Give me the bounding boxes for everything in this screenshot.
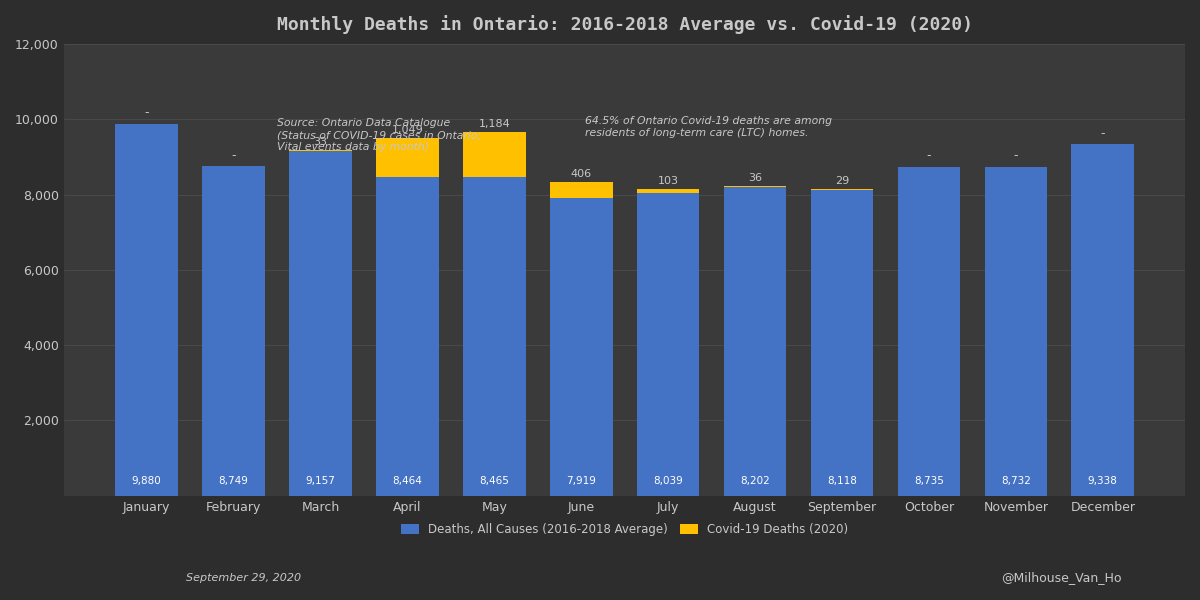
Bar (1072, 144, 1134, 496)
Text: 9,157: 9,157 (306, 476, 336, 487)
Text: 9,880: 9,880 (132, 476, 162, 487)
Bar (203, 166, 265, 496)
Bar (550, 197, 612, 496)
Text: 33: 33 (313, 137, 328, 146)
Text: -: - (926, 149, 931, 163)
Text: 406: 406 (571, 169, 592, 179)
Bar (289, 149, 352, 151)
Bar (550, 182, 612, 197)
Text: 8,464: 8,464 (392, 476, 422, 487)
Bar (811, 190, 874, 496)
Text: 1,049: 1,049 (391, 125, 424, 134)
Text: -: - (1014, 149, 1018, 163)
Text: Source: Ontario Data Catalogue
(Status of COVID-19 cases in Ontario;
Vital event: Source: Ontario Data Catalogue (Status o… (277, 118, 481, 152)
Text: -: - (1100, 127, 1105, 140)
Text: 64.5% of Ontario Covid-19 deaths are among
residents of long-term care (LTC) hom: 64.5% of Ontario Covid-19 deaths are amo… (586, 116, 833, 138)
Legend: Deaths, All Causes (2016-2018 Average), Covid-19 Deaths (2020): Deaths, All Causes (2016-2018 Average), … (395, 517, 854, 542)
Bar (898, 167, 960, 496)
Text: 9,338: 9,338 (1088, 476, 1117, 487)
Text: @Milhouse_Van_Ho: @Milhouse_Van_Ho (1002, 571, 1122, 584)
Text: -: - (232, 149, 236, 162)
Bar (637, 189, 700, 193)
Bar (289, 151, 352, 496)
Bar (984, 167, 1048, 496)
Text: 8,039: 8,039 (653, 476, 683, 487)
Text: 8,749: 8,749 (218, 476, 248, 487)
Bar (376, 177, 439, 496)
Text: September 29, 2020: September 29, 2020 (186, 573, 301, 583)
Bar (463, 177, 526, 496)
Bar (376, 137, 439, 177)
Text: 8,732: 8,732 (1001, 476, 1031, 487)
Bar (724, 187, 786, 496)
Text: 29: 29 (835, 176, 850, 186)
Bar (463, 133, 526, 177)
Text: 8,465: 8,465 (479, 476, 509, 487)
Bar (637, 193, 700, 496)
Text: 7,919: 7,919 (566, 476, 596, 487)
Text: 36: 36 (748, 173, 762, 182)
Text: 8,735: 8,735 (914, 476, 944, 487)
Bar (724, 185, 786, 187)
Text: 1,184: 1,184 (479, 119, 510, 130)
Text: -: - (144, 106, 149, 119)
Text: 8,118: 8,118 (827, 476, 857, 487)
Text: 8,202: 8,202 (740, 476, 770, 487)
Bar (115, 124, 178, 496)
Bar (811, 189, 874, 190)
Text: 103: 103 (658, 176, 679, 186)
Title: Monthly Deaths in Ontario: 2016-2018 Average vs. Covid-19 (2020): Monthly Deaths in Ontario: 2016-2018 Ave… (277, 15, 973, 34)
